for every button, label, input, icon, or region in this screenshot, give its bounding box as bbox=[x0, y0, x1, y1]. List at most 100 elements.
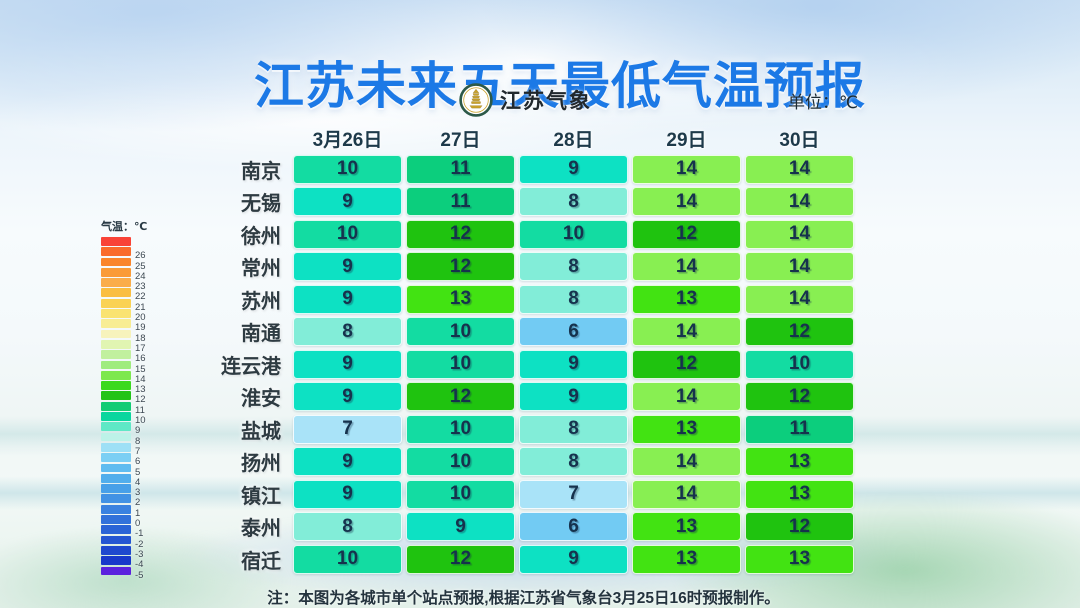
temperature-cell: 9 bbox=[406, 512, 515, 541]
legend-entry: 4 bbox=[101, 473, 147, 487]
legend-color-swatch bbox=[101, 401, 131, 411]
temperature-cell: 9 bbox=[293, 349, 402, 379]
legend-entry: 20 bbox=[101, 309, 147, 322]
legend-entry: -5 bbox=[101, 566, 147, 580]
legend-tick-label: 20 bbox=[135, 312, 146, 324]
temperature-cell: 9 bbox=[293, 479, 402, 509]
legend-color-swatch bbox=[101, 515, 131, 524]
legend-entry: 1 bbox=[101, 504, 147, 518]
temperature-cell: 13 bbox=[632, 284, 741, 314]
temperature-cell: 13 bbox=[632, 544, 741, 574]
legend-color-swatch bbox=[101, 412, 131, 421]
legend-color-swatch bbox=[101, 453, 131, 463]
legend-tick-label: -4 bbox=[135, 559, 144, 571]
legend-color-swatch bbox=[101, 360, 131, 370]
legend-entry bbox=[101, 237, 147, 246]
legend-tick-label: 3 bbox=[135, 487, 141, 499]
row-header-city: 盐城 bbox=[241, 420, 281, 443]
legend-entry: 8 bbox=[101, 432, 147, 446]
legend-entry: 22 bbox=[101, 288, 147, 301]
row-header-city: 淮安 bbox=[241, 388, 281, 410]
legend-tick-label: 7 bbox=[135, 445, 141, 457]
legend-tick-label: 16 bbox=[135, 353, 146, 365]
temperature-cell: 9 bbox=[519, 154, 628, 184]
temperature-cell: 14 bbox=[632, 252, 741, 281]
temperature-cell: 10 bbox=[745, 349, 854, 379]
legend-color-swatch bbox=[101, 484, 131, 493]
temperature-cell: 14 bbox=[632, 317, 741, 346]
legend-color-swatch bbox=[101, 473, 131, 483]
legend-entry: 14 bbox=[101, 370, 147, 384]
row-header-city: 常州 bbox=[241, 258, 281, 280]
temperature-cell: 13 bbox=[745, 544, 854, 574]
temperature-cell: 10 bbox=[406, 414, 515, 444]
temperature-cell: 12 bbox=[406, 252, 515, 281]
legend-color-swatch bbox=[101, 381, 131, 390]
temperature-cell: 12 bbox=[632, 219, 741, 249]
brand: 江苏气象 bbox=[459, 83, 592, 117]
temperature-cell: 9 bbox=[293, 187, 402, 216]
legend-color-swatch bbox=[101, 309, 131, 318]
legend-color-swatch bbox=[101, 350, 131, 360]
legend-entry: 7 bbox=[101, 442, 147, 456]
temperature-cell: 9 bbox=[519, 349, 628, 379]
temperature-cell: 8 bbox=[519, 447, 628, 476]
column-header-date: 3月26日 bbox=[312, 130, 383, 151]
temperature-cell: 12 bbox=[406, 382, 515, 411]
temperature-color-scale: 气温：℃ 26 25 24 23 22 21 20 19 18 17 16 15 14 13 12 11 10 9… bbox=[101, 218, 148, 580]
temperature-cell: 12 bbox=[406, 544, 515, 574]
legend-entry: 15 bbox=[101, 360, 147, 374]
legend-entry: 23 bbox=[101, 278, 147, 291]
legend-entry: -4 bbox=[101, 556, 147, 569]
row-header-city: 无锡 bbox=[241, 193, 281, 215]
legend-bars: 26 25 24 23 22 21 20 19 18 17 16 15 14 13 12 11 10 9 8 7 6 5 4… bbox=[101, 237, 147, 580]
temperature-cell: 10 bbox=[293, 544, 402, 574]
legend-entry: 24 bbox=[101, 267, 147, 281]
legend-entry: 26 bbox=[101, 247, 147, 260]
legend-entry: 16 bbox=[101, 350, 147, 363]
table-corner-spacer bbox=[190, 126, 289, 151]
legend-tick-label: 23 bbox=[135, 281, 146, 293]
temperature-cell: 8 bbox=[293, 317, 402, 346]
legend-color-swatch bbox=[101, 288, 131, 298]
temperature-cell: 8 bbox=[293, 512, 402, 541]
legend-tick-label: 14 bbox=[135, 373, 146, 385]
temperature-cell: 12 bbox=[406, 219, 515, 249]
legend-header: 气温：℃ bbox=[101, 221, 148, 233]
temperature-cell: 14 bbox=[745, 187, 854, 216]
legend-tick-label: -3 bbox=[135, 548, 144, 560]
legend-color-swatch bbox=[101, 566, 131, 576]
temperature-cell: 7 bbox=[519, 479, 628, 509]
legend-entry: 19 bbox=[101, 319, 147, 332]
legend-entry: 18 bbox=[101, 329, 147, 343]
legend-entry: 13 bbox=[101, 381, 147, 394]
legend-entry: 11 bbox=[101, 401, 147, 415]
temperature-cell: 12 bbox=[745, 317, 854, 346]
legend-entry: -1 bbox=[101, 525, 147, 538]
row-header-city: 徐州 bbox=[241, 225, 281, 248]
row-header-city: 镇江 bbox=[241, 485, 281, 508]
legend-color-swatch bbox=[101, 267, 131, 277]
temperature-cell: 13 bbox=[632, 414, 741, 444]
legend-entry: 5 bbox=[101, 463, 147, 477]
legend-entry: 3 bbox=[101, 484, 147, 497]
legend-entry: 12 bbox=[101, 391, 147, 404]
legend-tick-label: -1 bbox=[135, 528, 144, 540]
temperature-cell: 13 bbox=[406, 284, 515, 314]
row-header-city: 南通 bbox=[241, 323, 281, 345]
temperature-cell: 9 bbox=[519, 544, 628, 574]
temperature-cell: 14 bbox=[632, 382, 741, 411]
legend-entry: 2 bbox=[101, 494, 147, 507]
temperature-cell: 11 bbox=[745, 414, 854, 444]
temperature-cell: 6 bbox=[519, 512, 628, 541]
legend-tick-label: 8 bbox=[135, 435, 141, 447]
legend-color-swatch bbox=[101, 278, 131, 287]
legend-entry: -2 bbox=[101, 535, 147, 549]
legend-color-swatch bbox=[101, 339, 131, 349]
temperature-cell: 10 bbox=[406, 479, 515, 509]
temperature-cell: 14 bbox=[745, 252, 854, 281]
temperature-cell: 13 bbox=[745, 479, 854, 509]
legend-color-swatch bbox=[101, 370, 131, 380]
legend-tick-label: 15 bbox=[135, 363, 146, 375]
legend-entry: 17 bbox=[101, 339, 147, 353]
